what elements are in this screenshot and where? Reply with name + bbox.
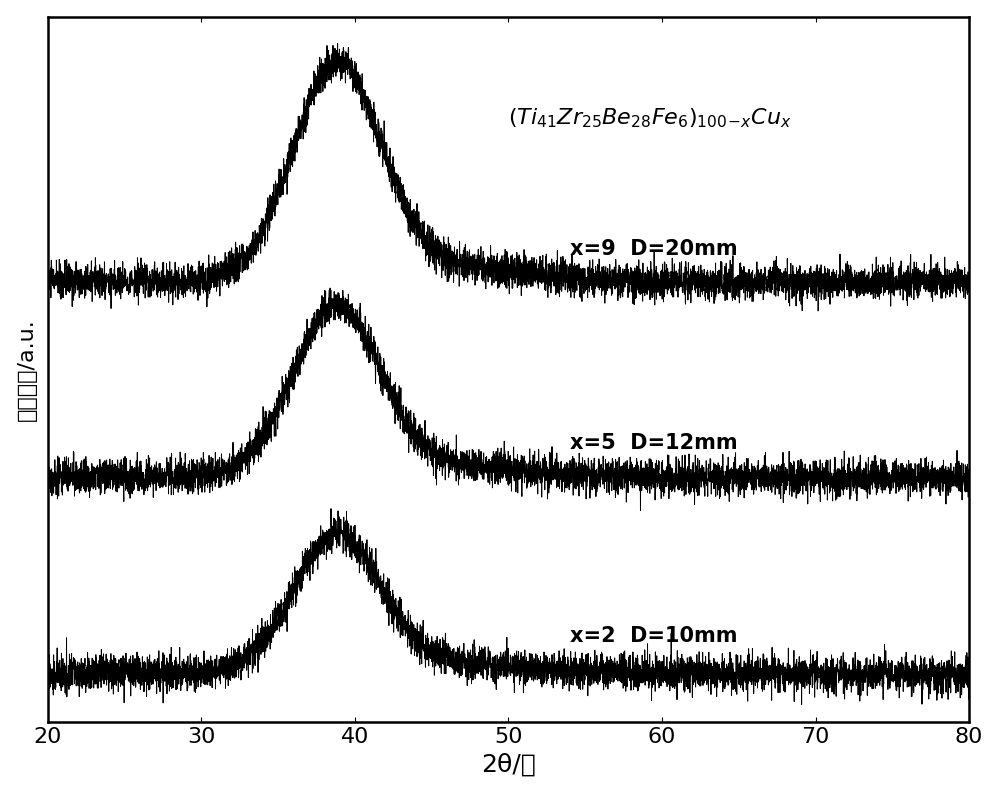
Y-axis label: 衍射强度/a.u.: 衍射强度/a.u. [17,318,37,420]
X-axis label: 2θ/度: 2θ/度 [481,753,536,776]
Text: x=2  D=10mm: x=2 D=10mm [570,626,737,646]
Text: $(Ti_{41}Zr_{25}Be_{28}Fe_6)_{100\!-\!x}Cu_x$: $(Ti_{41}Zr_{25}Be_{28}Fe_6)_{100\!-\!x}… [508,107,792,130]
Text: x=5  D=12mm: x=5 D=12mm [570,433,738,453]
Text: x=9  D=20mm: x=9 D=20mm [570,239,738,259]
